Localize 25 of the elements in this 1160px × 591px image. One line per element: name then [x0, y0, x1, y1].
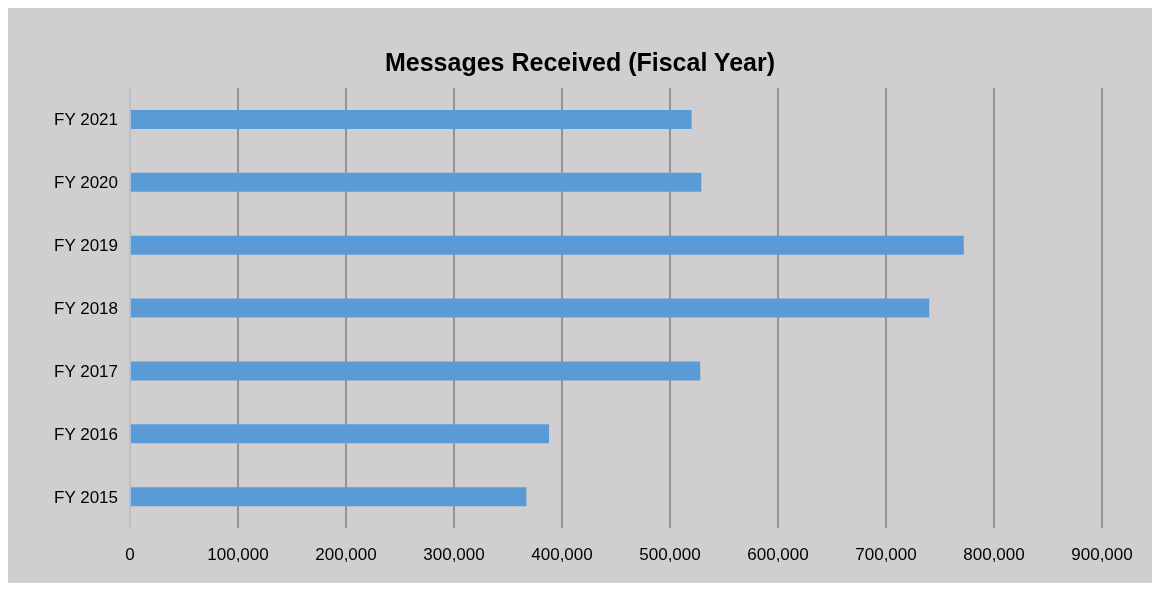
- bar: [130, 110, 692, 129]
- bar: [130, 298, 930, 318]
- y-tick-label: FY 2019: [54, 236, 118, 256]
- y-tick-label: FY 2016: [54, 424, 118, 444]
- x-tick-label: 200,000: [315, 545, 377, 565]
- y-tick-label: FY 2015: [54, 487, 118, 507]
- x-tick-label: 900,000: [1071, 545, 1133, 565]
- y-tick-label: FY 2020: [54, 173, 118, 193]
- y-tick-label: FY 2018: [54, 299, 118, 319]
- x-tick-label: 400,000: [531, 545, 593, 565]
- x-tick-label: 500,000: [639, 545, 701, 565]
- x-tick-label: 700,000: [855, 545, 917, 565]
- x-tick-label: 0: [125, 545, 135, 565]
- y-tick-label: FY 2017: [54, 361, 118, 381]
- x-tick-label: 300,000: [423, 545, 485, 565]
- bar: [130, 487, 527, 507]
- x-tick-label: 600,000: [747, 545, 809, 565]
- bar: [130, 235, 964, 255]
- x-tick-label: 800,000: [963, 545, 1025, 565]
- bar: [130, 361, 701, 381]
- bar: [130, 172, 702, 192]
- x-tick-label: 100,000: [207, 545, 269, 565]
- bar: [130, 424, 550, 444]
- y-tick-label: FY 2021: [54, 110, 118, 130]
- chart-title: Messages Received (Fiscal Year): [383, 47, 777, 78]
